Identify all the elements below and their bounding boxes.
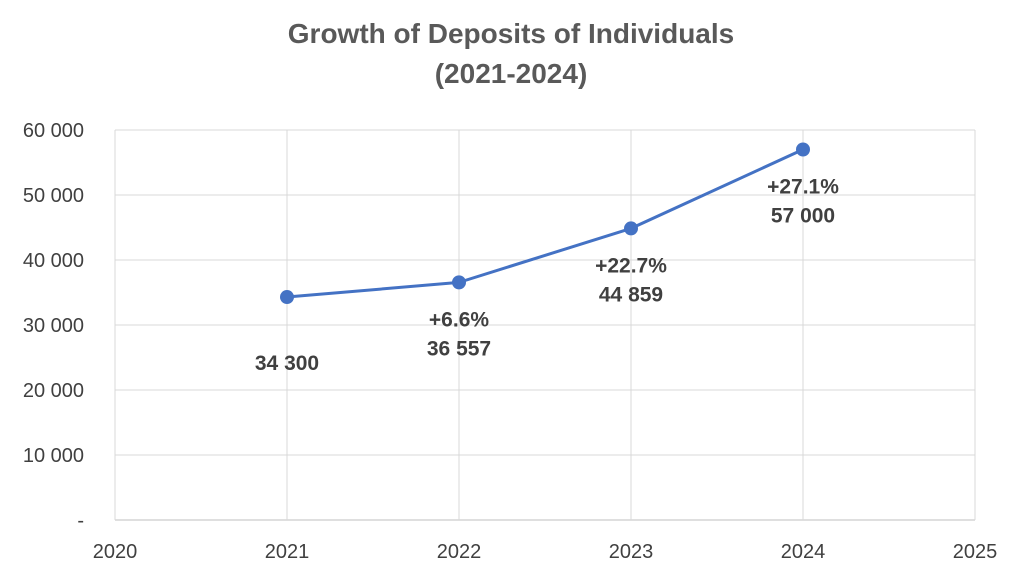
x-tick-label: 2020 [93,541,138,563]
x-tick-label: 2025 [953,541,998,563]
value-label: 57 000 [771,205,835,228]
growth-label: +22.7% [595,254,667,277]
value-label: 34 300 [255,352,319,375]
y-tick-label: 20 000 [23,380,84,402]
data-point [280,290,294,305]
y-tick-label: 40 000 [23,250,84,272]
growth-label: +27.1% [767,176,839,199]
chart-title-line-1: Growth of Deposits of Individuals [287,18,735,49]
chart-title: Growth of Deposits of Individuals (2021-… [0,14,1022,94]
x-tick-label: 2021 [265,541,310,563]
value-label: 44 859 [599,283,663,306]
value-label: 36 557 [427,337,491,360]
y-tick-label: 60 000 [23,120,84,142]
x-tick-label: 2022 [437,541,482,563]
y-tick-label: 50 000 [23,185,84,207]
growth-label: +6.6% [429,308,489,331]
data-point [796,142,810,157]
data-point [624,221,638,236]
x-tick-label: 2024 [781,541,826,563]
chart-title-line-2: (2021-2024) [434,58,588,89]
y-tick-label: - [77,510,84,532]
y-tick-label: 10 000 [23,445,84,467]
x-tick-label: 2023 [609,541,654,563]
y-tick-label: 30 000 [23,315,84,337]
series-line [286,148,804,299]
data-point [452,275,466,290]
